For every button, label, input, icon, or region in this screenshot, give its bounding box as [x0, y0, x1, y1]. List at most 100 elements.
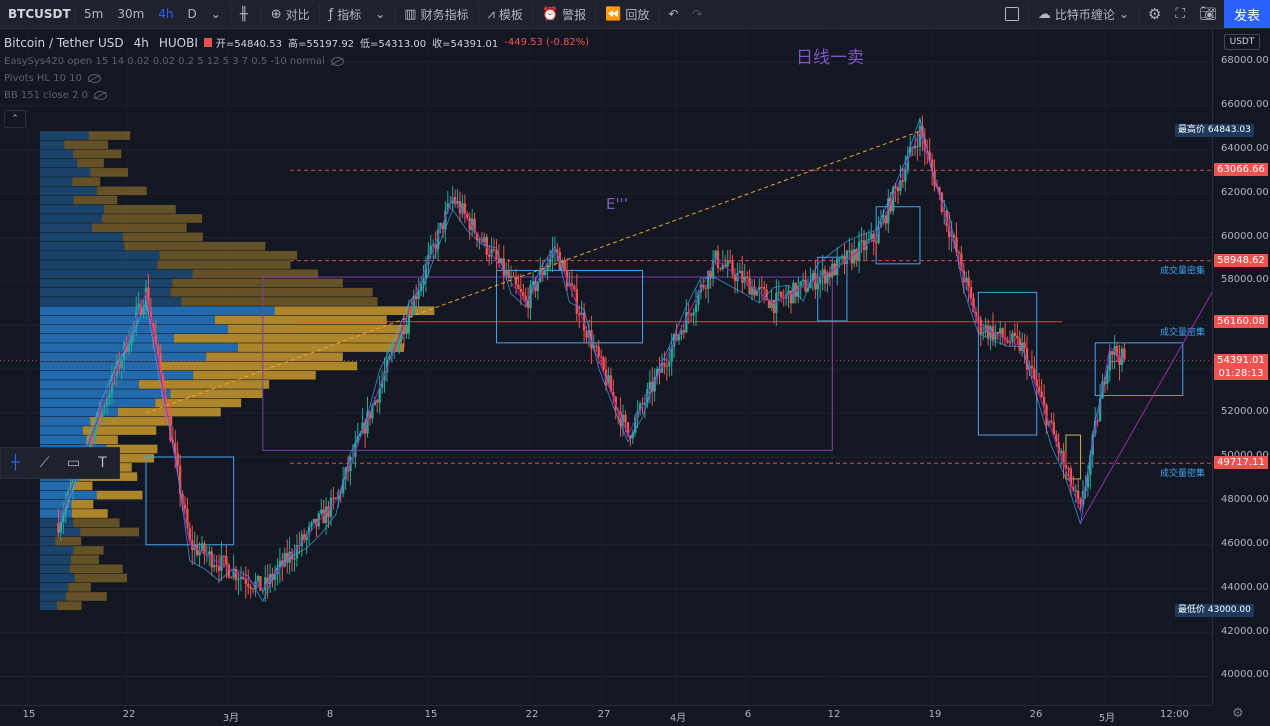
candles-icon: ╫	[239, 6, 248, 22]
candle-body	[456, 201, 459, 204]
time-axis[interactable]: 15 22 3月 8 15 22 27 4月 6 12 19 26 5月 12:00	[0, 705, 1212, 726]
settings-button[interactable]: ⚙	[1141, 0, 1168, 28]
eye-off-icon[interactable]	[94, 91, 108, 100]
indicator-legend-bb[interactable]: BB 151 close 2 0	[4, 90, 595, 101]
redo-button[interactable]: ↷	[685, 0, 709, 28]
interval-5m[interactable]: 5m	[84, 7, 104, 21]
text-icon[interactable]: T	[98, 455, 107, 471]
candle-body	[230, 577, 233, 579]
candle-body	[266, 577, 269, 585]
indicator-label: BB 151 close 2 0	[4, 90, 89, 101]
legend-open: 开=54840.53	[215, 39, 282, 50]
top-toolbar: BTCUSDT 5m 30m 4h D ⌄ ╫ ⊕ 对比 ƒ 指标 ⌄ ▥ 财务指标 …	[0, 0, 1270, 29]
volume-profile-up-bar	[40, 361, 160, 371]
candle-body	[108, 393, 111, 399]
templates-button[interactable]: ⩘ 模板	[481, 0, 530, 28]
candle-body	[273, 574, 277, 580]
volume-profile-down-bar	[55, 536, 82, 546]
last-price-label: 54391.01 01:28:13	[1214, 353, 1268, 380]
indicator-legend-easysys[interactable]: EasySys420 open 15 14 0.02 0.02 0.2 5 12…	[4, 56, 595, 67]
volume-profile-down-bar	[170, 389, 263, 398]
crosshair-icon[interactable]: ┼	[11, 455, 20, 471]
volume-profile-up-bar	[40, 287, 171, 297]
candle-body	[541, 270, 544, 276]
candle-body	[169, 414, 172, 441]
volume-profile-down-bar	[82, 426, 157, 435]
candle-body	[290, 551, 294, 560]
financials-button[interactable]: ▥ 财务指标	[397, 0, 475, 28]
settings-icon[interactable]: ⚙	[1232, 706, 1244, 721]
candle-body	[232, 569, 235, 578]
snapshot-button[interactable]: 📷︎	[1192, 0, 1224, 28]
replay-button[interactable]: ⏪ 回放	[598, 0, 656, 28]
candle-body	[665, 365, 669, 367]
fullscreen-button[interactable]: ⛶	[1168, 0, 1192, 28]
candle-body	[356, 436, 359, 444]
indicators-button[interactable]: ƒ 指标	[322, 0, 369, 28]
candle-body	[604, 369, 608, 386]
cloud-icon: ☁	[1037, 6, 1051, 22]
candle-body	[436, 229, 440, 249]
candle-body	[312, 518, 316, 523]
candle-body	[857, 241, 861, 261]
divider	[595, 4, 597, 24]
candle-body	[952, 235, 956, 238]
candle-body	[818, 276, 822, 284]
interval-30m[interactable]: 30m	[117, 7, 145, 21]
candle-body	[1018, 338, 1021, 351]
interval-dropdown[interactable]: ⌄	[204, 0, 228, 28]
candle-body	[560, 260, 564, 270]
candle-body	[563, 260, 566, 271]
volume-profile-down-bar	[193, 370, 316, 380]
alarm-icon: ⏰	[541, 6, 559, 22]
candle-body	[402, 327, 406, 335]
currency-badge[interactable]: USDT	[1224, 34, 1260, 50]
undo-button[interactable]: ↶	[661, 0, 685, 28]
candle-body	[500, 258, 503, 264]
candle-body	[680, 330, 683, 335]
collapse-legend-button[interactable]: ⌃	[4, 110, 26, 128]
alerts-button[interactable]: ⏰ 警报	[535, 0, 593, 28]
eye-off-icon[interactable]	[330, 57, 344, 66]
price-axis[interactable]: 40000.00 42000.00 44000.00 46000.00 48000.00…	[1175, 29, 1270, 705]
symbol-search[interactable]: BTCUSDT	[8, 7, 71, 21]
indicators-dropdown[interactable]: ⌄	[368, 0, 392, 28]
pivot-line	[58, 116, 1125, 603]
chart-style-button[interactable]: ╫	[233, 0, 259, 28]
publish-button[interactable]: 发表	[1224, 0, 1270, 28]
interval-d[interactable]: D	[187, 7, 197, 21]
gear-icon: ⚙	[1147, 5, 1162, 23]
compare-button[interactable]: ⊕ 对比	[264, 0, 317, 28]
candle-body	[899, 180, 902, 192]
candle-body	[531, 280, 535, 285]
interval-4h[interactable]: 4h	[158, 7, 174, 21]
community-button[interactable]: ☁ 比特币缠论 ⌄	[1031, 0, 1136, 28]
trend-line-icon[interactable]: ⟋	[39, 455, 50, 471]
volume-profile-up-bar	[40, 241, 125, 251]
volume-profile-up-bar	[40, 582, 69, 592]
eye-off-icon[interactable]	[87, 74, 101, 83]
candle-body	[877, 227, 880, 244]
candle-body	[685, 312, 688, 333]
candle-body	[444, 210, 447, 230]
rectangle-icon[interactable]: ▭	[66, 455, 81, 471]
alerts-label: 警报	[562, 7, 587, 22]
trend-line	[145, 130, 921, 414]
volume-profile-up-bar	[40, 398, 156, 408]
candle-body	[502, 258, 505, 276]
candle-body	[324, 506, 328, 524]
volume-profile-down-bar	[174, 334, 402, 343]
candle-body	[295, 545, 299, 559]
candle-body	[1006, 339, 1009, 343]
candle-body	[332, 497, 335, 499]
candle-body	[1013, 332, 1017, 337]
candle-body	[376, 400, 379, 403]
divider	[477, 4, 479, 24]
candle-body	[432, 244, 435, 246]
layout-button[interactable]	[998, 0, 1026, 28]
candle-body	[612, 391, 615, 397]
candle-body	[368, 411, 372, 419]
indicator-legend-pivots[interactable]: Pivots HL 10 10	[4, 73, 595, 84]
volume-profile-down-bar	[192, 269, 319, 279]
